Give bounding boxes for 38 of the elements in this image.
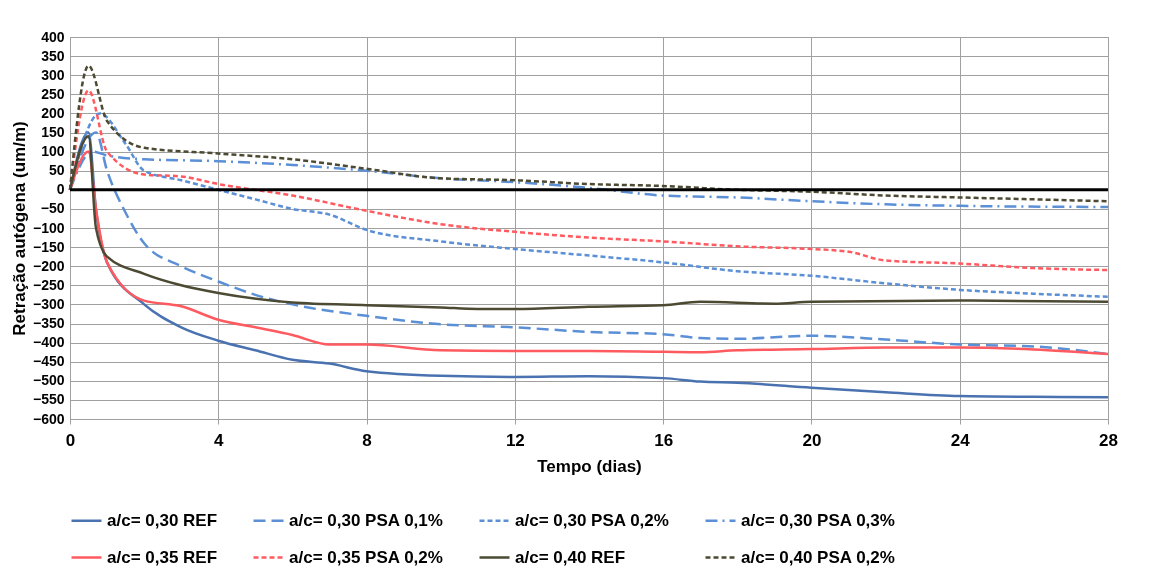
y-tick-label: 250 [41,85,65,102]
y-tick-label: 150 [41,124,65,140]
y-tick-label: −550 [32,391,65,408]
y-tick-label: −100 [32,219,65,236]
y-tick-label: −150 [32,238,65,255]
y-tick-label: 50 [48,162,65,179]
y-tick-label: −50 [40,200,65,217]
legend-label: a/c= 0,30 REF [107,510,218,530]
legend-label: a/c= 0,30 PSA 0,2% [515,510,669,530]
y-tick-label: 400 [41,28,65,45]
legend-label: a/c= 0,40 REF [515,547,626,567]
y-tick-label: 350 [41,47,65,64]
y-tick-label: 300 [41,66,65,83]
x-tick-label: 4 [214,430,225,450]
x-tick-label: 28 [1099,430,1118,450]
y-tick-label: −500 [32,372,65,389]
y-tick-label: −300 [32,295,65,312]
y-tick-label: −400 [32,334,65,351]
y-axis-title: Retração autógena (um/m) [9,121,29,336]
y-tick-label: 200 [41,104,65,121]
legend-label: a/c= 0,35 REF [107,547,218,567]
legend-label: a/c= 0,30 PSA 0,1% [289,510,443,530]
legend-label: a/c= 0,30 PSA 0,3% [741,510,895,530]
y-tick-label: 100 [41,143,65,160]
x-tick-label: 12 [505,430,525,450]
y-tick-label: −250 [32,276,65,293]
x-tick-label: 20 [802,430,822,450]
legend-label: a/c= 0,40 PSA 0,2% [741,547,895,567]
y-tick-label: −200 [32,257,65,274]
x-tick-label: 16 [654,430,674,450]
y-tick-label: 0 [56,181,65,198]
y-tick-label: −600 [32,410,65,427]
x-axis-title: Tempo (dias) [537,456,642,476]
y-tick-label: −450 [32,353,65,370]
x-tick-label: 24 [950,430,971,450]
y-tick-label: −350 [32,315,65,331]
x-tick-label: 8 [362,430,372,450]
legend-label: a/c= 0,35 PSA 0,2% [289,547,443,567]
